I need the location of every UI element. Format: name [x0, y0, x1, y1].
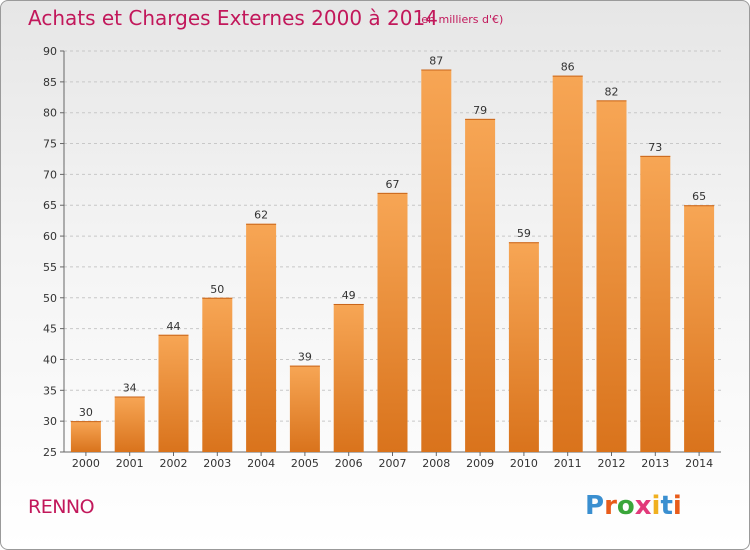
- value-label: 30: [79, 406, 93, 419]
- commune-name: RENNO: [28, 496, 95, 518]
- value-label: 50: [210, 283, 224, 296]
- y-tick-label: 40: [43, 353, 57, 366]
- x-tick-label: 2004: [247, 457, 275, 470]
- bar: [202, 297, 233, 452]
- y-tick-label: 30: [43, 415, 57, 428]
- bar: [70, 421, 101, 452]
- x-tick-label: 2010: [510, 457, 538, 470]
- x-tick-label: 2003: [203, 457, 231, 470]
- y-tick-label: 60: [43, 230, 57, 243]
- x-tick-label: 2008: [422, 457, 450, 470]
- logo-letter: i: [672, 491, 682, 521]
- value-label: 59: [517, 227, 531, 240]
- bar: [508, 242, 539, 452]
- bar: [289, 365, 320, 452]
- value-label: 62: [254, 209, 268, 222]
- logo-letter: r: [604, 491, 617, 521]
- y-tick-label: 85: [43, 76, 57, 89]
- value-label: 87: [429, 55, 443, 68]
- labels: 30 34 44 50 62 39 49 67 87 79 59 86 82 73 65: [79, 55, 706, 420]
- value-label: 34: [123, 381, 137, 394]
- x-tick-label: 2012: [598, 457, 626, 470]
- value-label: 82: [605, 85, 619, 98]
- bar: [596, 100, 627, 452]
- x-tick-label: 2007: [379, 457, 407, 470]
- x-tick-label: 2001: [116, 457, 144, 470]
- logo-letter: P: [585, 491, 605, 521]
- value-label: 39: [298, 351, 312, 364]
- y-tick-label: 55: [43, 261, 57, 274]
- logo-letter: x: [634, 491, 652, 521]
- value-label: 79: [473, 104, 487, 117]
- x-tick-label: 2000: [72, 457, 100, 470]
- bars: [70, 69, 715, 452]
- y-tick-label: 45: [43, 323, 57, 336]
- value-label: 67: [386, 178, 400, 191]
- bar: [552, 75, 583, 452]
- bar: [158, 334, 189, 452]
- proxiti-logo: Proxiti: [585, 491, 682, 521]
- value-label: 86: [561, 61, 575, 74]
- axes: 25 30 35 40 45 50 55 60 65 70 75 80 85 90 2000 2001 2002…: [43, 45, 721, 470]
- bar: [377, 192, 408, 452]
- x-tick-label: 2013: [641, 457, 669, 470]
- y-tick-label: 80: [43, 107, 57, 120]
- bar: [465, 118, 496, 452]
- value-label: 49: [342, 289, 356, 302]
- y-tick-label: 75: [43, 138, 57, 151]
- chart-title: Achats et Charges Externes 2000 à 2014: [28, 6, 438, 30]
- x-tick-label: 2006: [335, 457, 363, 470]
- value-label: 65: [692, 190, 706, 203]
- y-tick-label: 35: [43, 384, 57, 397]
- chart-subtitle: (en milliers d'€): [417, 13, 504, 26]
- x-tick-label: 2005: [291, 457, 319, 470]
- logo-letter: i: [651, 491, 661, 521]
- y-tick-label: 25: [43, 446, 57, 459]
- x-tick-label: 2002: [160, 457, 188, 470]
- x-tick-label: 2009: [466, 457, 494, 470]
- bar: [640, 155, 671, 452]
- bar: [421, 69, 452, 452]
- bar: [246, 223, 277, 452]
- y-tick-label: 50: [43, 292, 57, 305]
- x-tick-label: 2014: [685, 457, 713, 470]
- logo-letter: o: [616, 491, 635, 521]
- y-tick-label: 90: [43, 45, 57, 58]
- bar: [114, 396, 145, 452]
- bar: [684, 205, 715, 452]
- logo-letter: t: [660, 491, 673, 521]
- y-tick-label: 65: [43, 199, 57, 212]
- value-label: 44: [167, 320, 181, 333]
- value-label: 73: [648, 141, 662, 154]
- bar: [333, 303, 364, 452]
- y-tick-label: 70: [43, 168, 57, 181]
- x-tick-label: 2011: [554, 457, 582, 470]
